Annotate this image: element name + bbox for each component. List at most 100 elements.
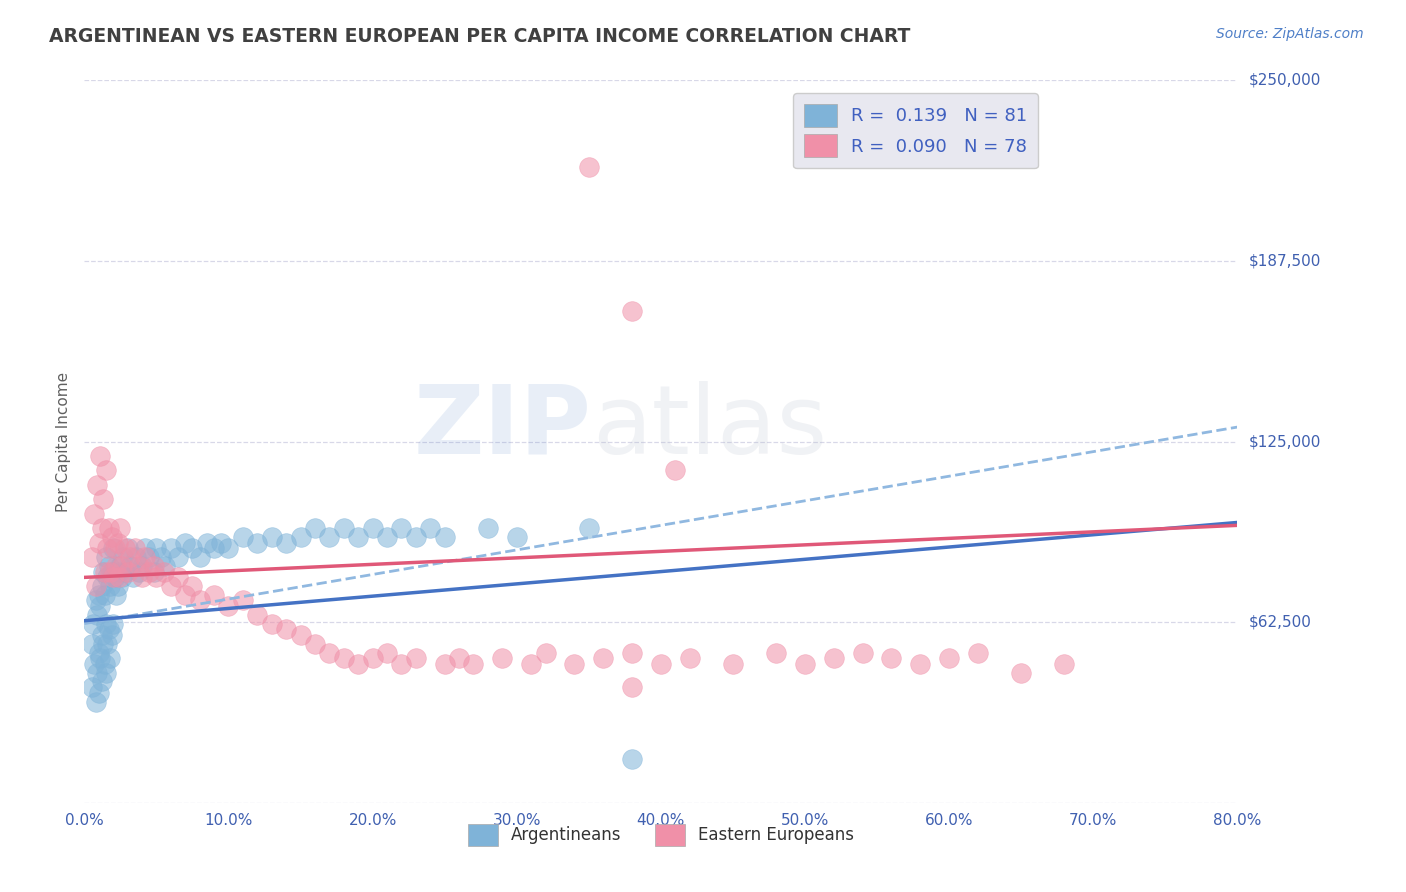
Point: [145, 570, 167, 584]
Point: [160, 541, 183, 556]
Point: [391, 521, 413, 535]
Point: [105, 558, 128, 573]
Point: [114, 565, 136, 579]
Point: [333, 521, 356, 535]
Point: [94, 550, 117, 565]
Point: [621, 646, 644, 660]
Point: [87, 535, 110, 549]
Point: [375, 530, 398, 544]
Point: [419, 521, 441, 535]
Point: [621, 680, 644, 694]
Text: $125,000: $125,000: [1249, 434, 1320, 449]
Point: [1010, 665, 1032, 680]
Point: [232, 593, 254, 607]
Point: [83, 507, 105, 521]
Point: [361, 651, 384, 665]
Point: [105, 588, 128, 602]
Point: [361, 521, 384, 535]
Point: [90, 579, 112, 593]
Point: [87, 588, 110, 602]
Point: [89, 651, 111, 665]
Point: [86, 607, 108, 622]
Point: [304, 521, 326, 535]
Point: [80, 550, 103, 565]
Point: [80, 637, 103, 651]
Point: [188, 550, 211, 565]
Point: [100, 565, 122, 579]
Point: [181, 541, 204, 556]
Point: [87, 686, 110, 700]
Point: [97, 521, 120, 535]
Point: [304, 637, 326, 651]
Point: [98, 579, 121, 593]
Point: [94, 463, 117, 477]
Point: [117, 541, 139, 556]
Point: [664, 463, 686, 477]
Point: [174, 535, 197, 549]
Point: [134, 541, 156, 556]
Point: [97, 558, 120, 573]
Point: [134, 550, 156, 565]
Point: [218, 541, 240, 556]
Point: [318, 530, 340, 544]
Point: [98, 651, 121, 665]
Point: [84, 593, 107, 607]
Point: [679, 651, 702, 665]
Point: [938, 651, 960, 665]
Point: [449, 651, 471, 665]
Point: [375, 646, 398, 660]
Point: [232, 530, 254, 544]
Point: [83, 657, 105, 671]
Point: [97, 623, 120, 637]
Point: [160, 579, 183, 593]
Point: [124, 541, 146, 556]
Point: [100, 530, 122, 544]
Text: ZIP: ZIP: [413, 381, 592, 474]
Point: [110, 558, 132, 573]
Point: [84, 695, 107, 709]
Point: [91, 565, 114, 579]
Point: [405, 651, 427, 665]
Point: [112, 550, 135, 565]
Point: [91, 637, 114, 651]
Point: [202, 541, 225, 556]
Point: [318, 646, 340, 660]
Point: [794, 657, 817, 671]
Point: [96, 637, 118, 651]
Point: [82, 616, 104, 631]
Point: [195, 535, 218, 549]
Point: [534, 646, 557, 660]
Point: [564, 657, 586, 671]
Point: [89, 599, 111, 614]
Point: [433, 657, 456, 671]
Point: [120, 558, 142, 573]
Point: [138, 565, 160, 579]
Point: [621, 752, 644, 766]
Point: [578, 160, 600, 174]
Point: [246, 607, 269, 622]
Text: Source: ZipAtlas.com: Source: ZipAtlas.com: [1216, 27, 1364, 41]
Point: [142, 558, 165, 573]
Point: [90, 628, 112, 642]
Point: [852, 646, 875, 660]
Point: [433, 530, 456, 544]
Point: [117, 565, 139, 579]
Point: [967, 646, 990, 660]
Point: [98, 565, 121, 579]
Point: [90, 521, 112, 535]
Point: [120, 550, 142, 565]
Text: $187,500: $187,500: [1249, 253, 1320, 268]
Point: [94, 616, 117, 631]
Point: [520, 657, 543, 671]
Point: [174, 588, 197, 602]
Point: [128, 565, 150, 579]
Point: [491, 651, 513, 665]
Point: [152, 565, 174, 579]
Point: [103, 570, 124, 584]
Point: [218, 599, 240, 614]
Point: [111, 558, 134, 573]
Legend: Argentineans, Eastern Europeans: Argentineans, Eastern Europeans: [461, 818, 860, 852]
Point: [122, 570, 145, 584]
Text: atlas: atlas: [592, 381, 827, 474]
Point: [578, 521, 600, 535]
